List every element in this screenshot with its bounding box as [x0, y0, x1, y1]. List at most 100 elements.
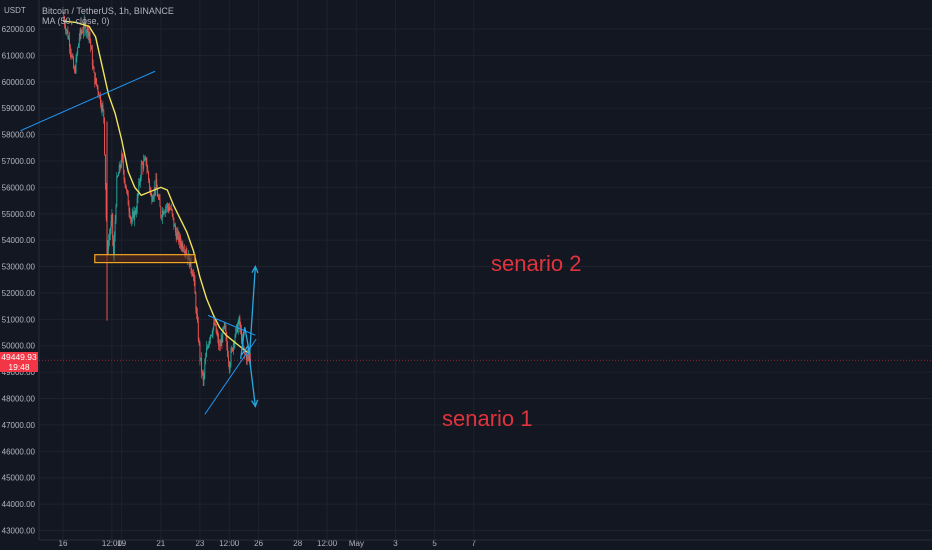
candle-body: [150, 190, 152, 197]
candle-body: [157, 196, 159, 198]
candle-body: [63, 15, 65, 20]
candle-body: [109, 235, 110, 241]
candle-body: [232, 348, 233, 351]
last-price-value: 49449.93: [1, 352, 37, 362]
candle-body: [85, 24, 87, 34]
candle-body: [148, 172, 150, 180]
candle-body: [200, 357, 202, 360]
candle-body: [246, 354, 248, 361]
candle-body: [107, 246, 109, 250]
triangle-upper-line: [207, 314, 256, 336]
candle-body: [108, 240, 110, 250]
triangle-lower-line: [204, 338, 257, 415]
candle-body: [214, 324, 216, 325]
candle-body: [83, 21, 85, 31]
candle-body: [180, 243, 182, 248]
candle-body: [122, 160, 124, 171]
candle-body: [167, 204, 169, 208]
candle-body: [137, 193, 139, 199]
candle-body: [173, 217, 175, 227]
candle-body: [185, 250, 187, 254]
candle-body: [130, 217, 132, 219]
y-axis: 43000.00 44000.00 45000.00 46000.00 47000.00…: [2, 0, 40, 540]
candle-body: [80, 30, 82, 34]
candle-body: [208, 341, 210, 347]
candle-body: [232, 343, 234, 351]
candle-body: [210, 335, 211, 339]
scenario-1-label[interactable]: senario 1: [442, 406, 533, 431]
candle-body: [73, 57, 75, 69]
scenario-2-label[interactable]: senario 2: [491, 251, 582, 276]
candle-body: [196, 310, 198, 314]
candle-body: [70, 51, 72, 57]
y-tick-label: 48000.00: [2, 395, 36, 404]
bar-countdown: 19:48: [8, 362, 30, 372]
indicator-legend[interactable]: MA (50, close, 0): [42, 16, 110, 26]
y-tick-label: 56000.00: [2, 183, 36, 192]
candle-body: [240, 327, 242, 330]
y-tick-label: 50000.00: [2, 342, 36, 351]
x-tick-label: 12:00: [102, 539, 123, 548]
candle-body: [199, 343, 201, 360]
candle-body: [227, 356, 229, 363]
y-tick-label: 58000.00: [2, 131, 36, 140]
candle-body: [238, 317, 240, 324]
candle-body: [132, 212, 134, 216]
candle-body: [91, 46, 92, 50]
candle-body: [76, 54, 78, 58]
candle-body: [78, 37, 80, 44]
candle-body: [211, 334, 213, 336]
candle-body: [140, 163, 142, 178]
x-tick-label: 16: [59, 539, 68, 548]
candle-body: [92, 65, 94, 68]
moving-average-series: [62, 20, 251, 355]
scenario-2-arrow: [240, 266, 256, 360]
chart-drawings[interactable]: [20, 70, 259, 415]
candle-body: [91, 49, 93, 66]
candle-body: [82, 30, 84, 33]
candle-body: [206, 347, 208, 349]
candle-body: [133, 212, 135, 220]
candle-body: [98, 92, 100, 97]
candle-body: [73, 68, 75, 71]
symbol-legend[interactable]: Bitcoin / TetherUS, 1h, BINANCE: [42, 6, 174, 16]
y-tick-label: 55000.00: [2, 210, 36, 219]
candle-body: [104, 117, 106, 155]
scenario-2-arrow-head: [251, 265, 259, 274]
candle-body: [123, 170, 125, 181]
candle-body: [169, 208, 171, 211]
candle-body: [201, 371, 203, 374]
candle-body: [96, 84, 98, 88]
candle-body: [111, 213, 113, 222]
candle-body: [197, 321, 199, 341]
x-tick-label: 26: [254, 539, 263, 548]
candle-body: [205, 347, 207, 357]
candle-body: [113, 239, 114, 259]
y-tick-label: 47000.00: [2, 421, 36, 430]
candle-body: [236, 324, 238, 329]
candle-body: [239, 317, 241, 328]
candle-body: [215, 324, 217, 333]
candle-body: [245, 354, 247, 361]
candle-body: [75, 57, 77, 73]
last-price-tag: 49449.93 19:48: [0, 352, 38, 372]
candle-body: [216, 332, 218, 335]
candle-body: [138, 182, 140, 194]
candle-body: [231, 348, 233, 351]
candle-body: [203, 374, 205, 381]
candle-body: [144, 157, 146, 159]
candle-body: [230, 350, 232, 365]
candle-body: [117, 176, 119, 177]
candle-body: [119, 165, 121, 168]
candle-body: [139, 177, 141, 183]
candle-body: [88, 32, 90, 37]
candle-body: [121, 153, 123, 166]
candle-body: [153, 195, 154, 200]
candlestick-series: [63, 11, 251, 387]
candle-body: [190, 258, 192, 270]
y-axis-unit-label: USDT: [4, 6, 26, 15]
ma-50-line: [62, 20, 251, 355]
